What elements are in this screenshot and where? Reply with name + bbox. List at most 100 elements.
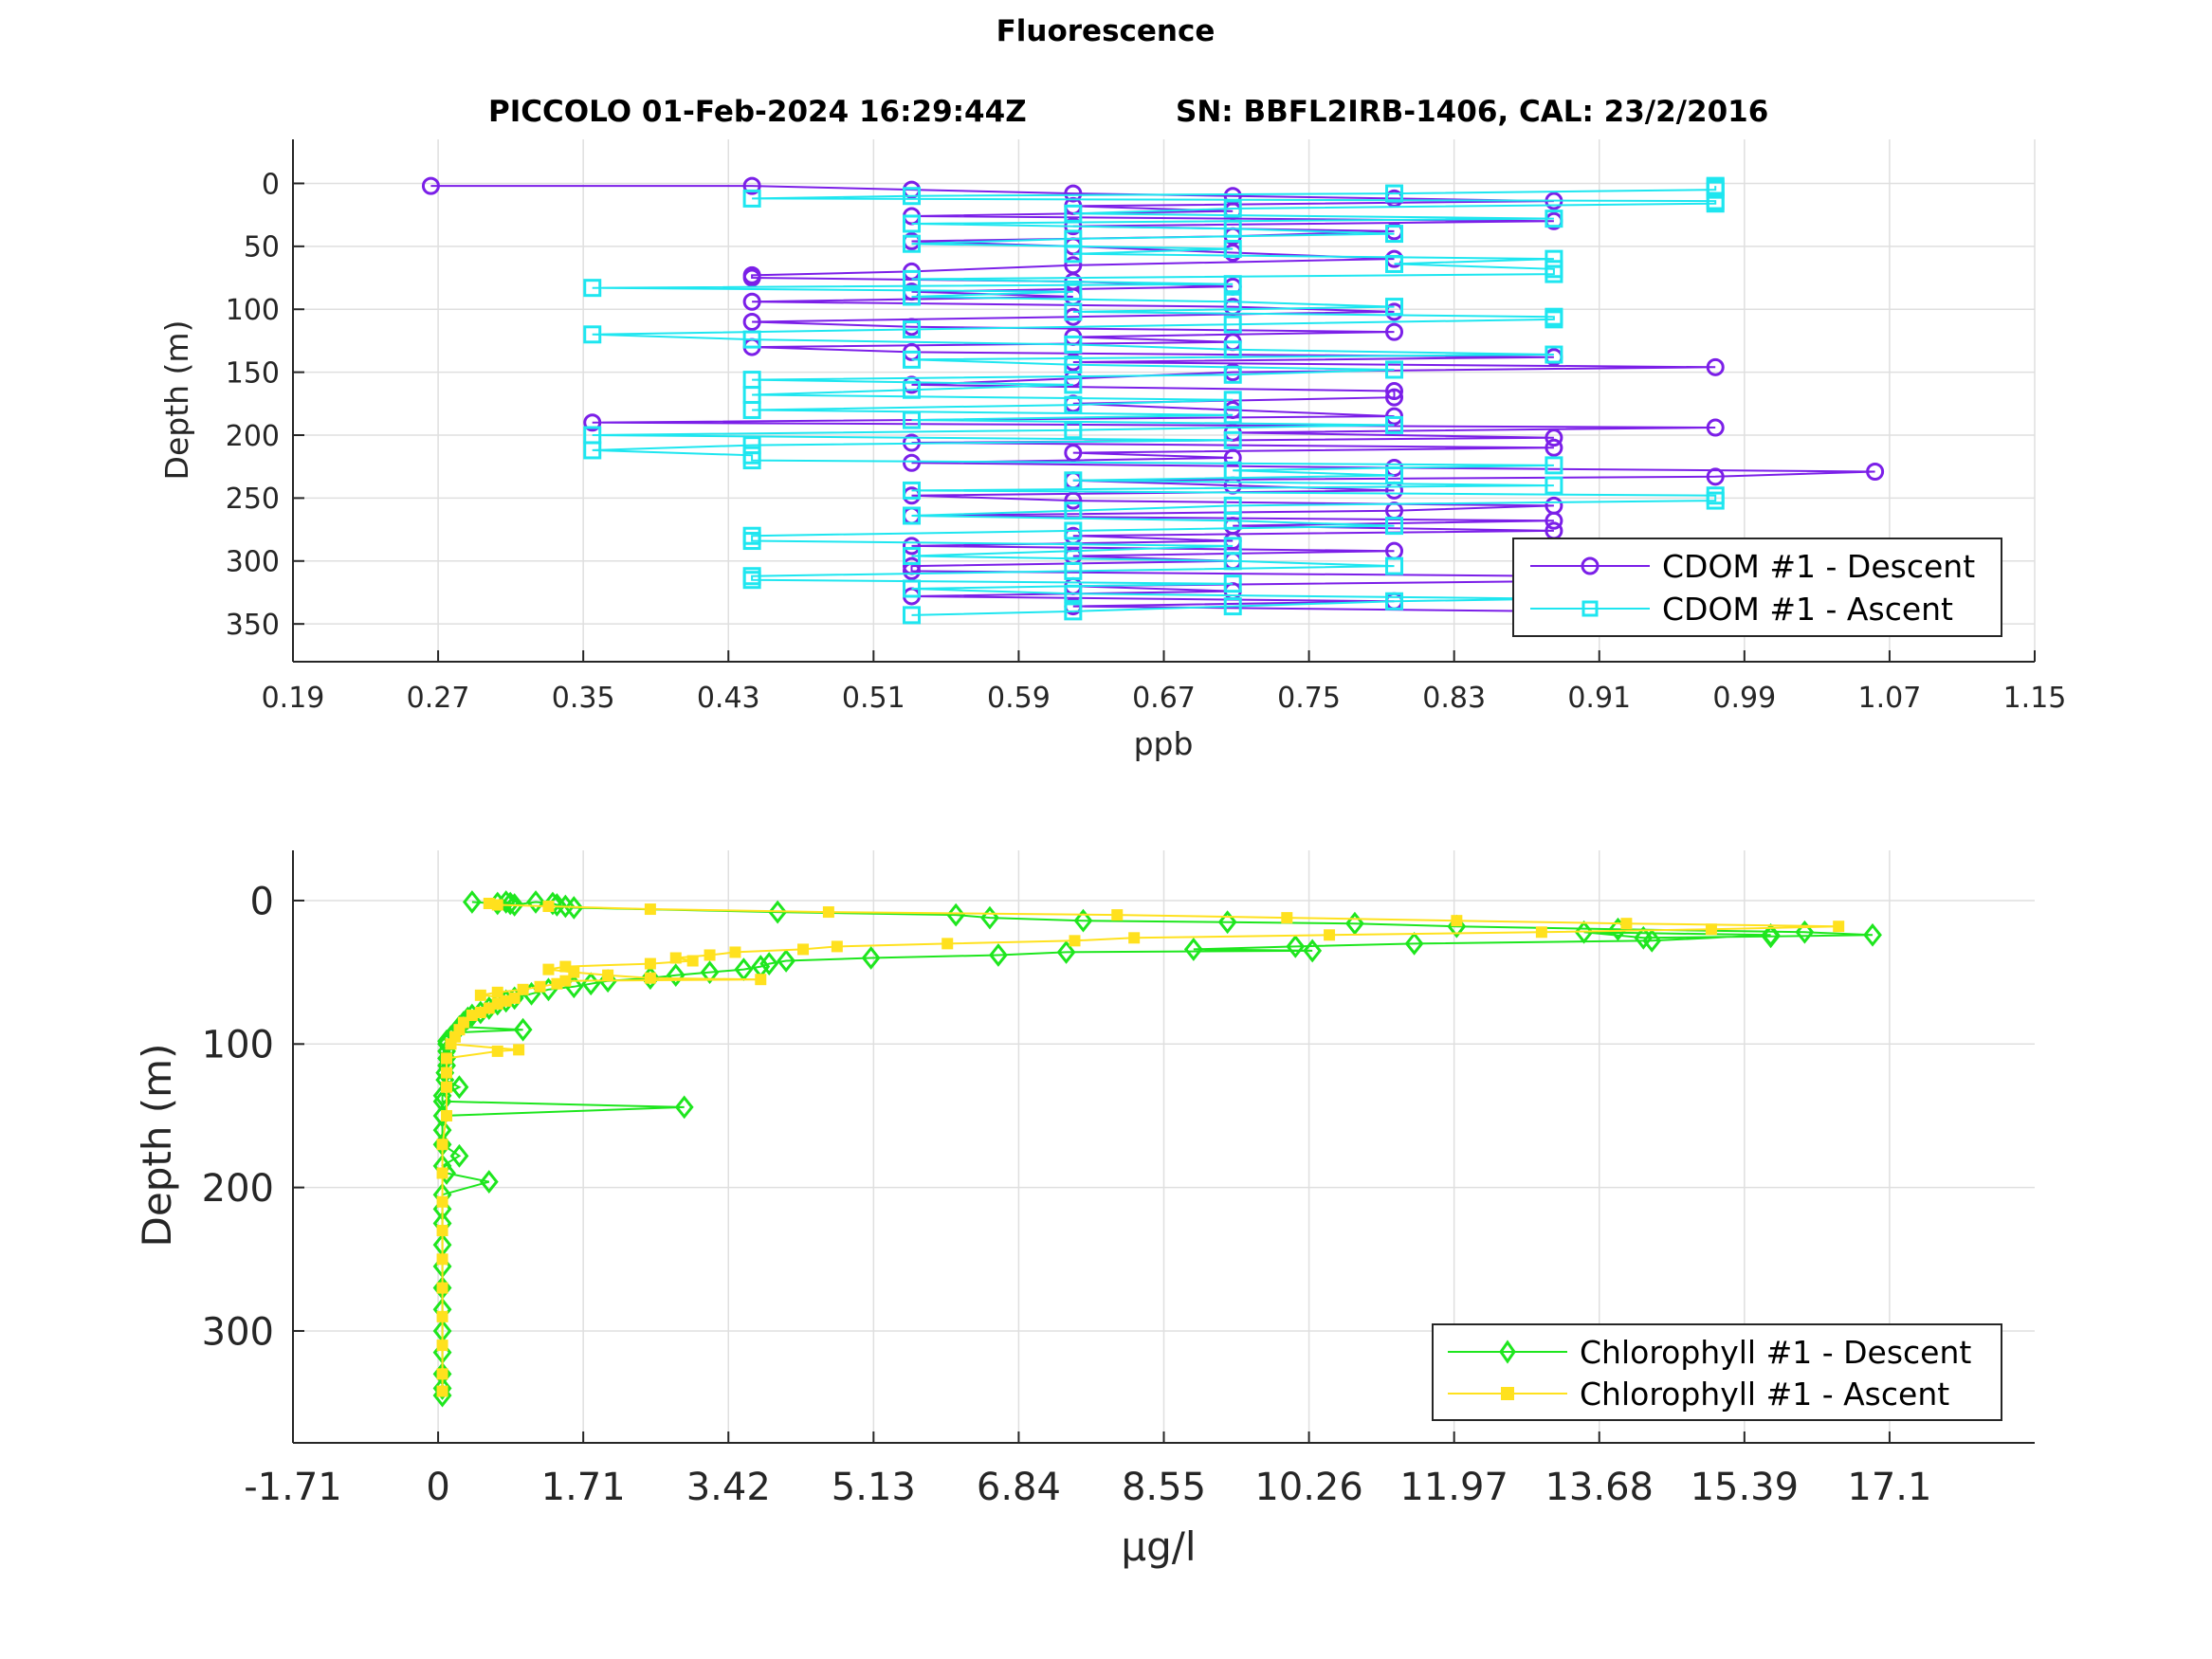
series-line: [592, 186, 1717, 616]
data-point: [1833, 921, 1845, 933]
data-point: [1064, 421, 1083, 440]
data-point: [1451, 915, 1463, 927]
data-point: [1069, 935, 1081, 947]
data-point: [436, 1310, 448, 1322]
data-point: [903, 287, 922, 306]
data-point: [1223, 461, 1242, 480]
data-point: [1385, 592, 1404, 611]
data-point: [903, 453, 922, 472]
chlorophyll-legend-descent-label: Chlorophyll #1 - Descent: [1580, 1334, 1971, 1371]
data-point: [903, 537, 922, 556]
data-point: [903, 481, 922, 500]
data-point: [1545, 456, 1563, 475]
data-point: [479, 1170, 499, 1194]
data-point: [1064, 584, 1083, 603]
data-point: [742, 313, 761, 332]
y-tick-label: 200: [226, 420, 280, 453]
data-point: [1064, 204, 1083, 223]
data-point: [1706, 357, 1725, 376]
data-point: [644, 972, 656, 984]
data-point: [755, 974, 767, 986]
chlorophyll-plot: -1.71 0 1.71 3.42 5.13 6.84 8.55 10.26 11.97 13.6…: [134, 850, 2035, 1570]
data-point: [1385, 556, 1404, 575]
x-tick-label: 3.42: [686, 1466, 771, 1509]
data-point: [1545, 210, 1563, 228]
data-point: [1545, 260, 1563, 279]
data-point: [1223, 537, 1242, 556]
data-point: [903, 214, 922, 233]
x-tick-label: 0.83: [1422, 682, 1486, 715]
data-point: [1545, 307, 1563, 326]
chlorophyll-legend-ascent-label: Chlorophyll #1 - Ascent: [1580, 1376, 1949, 1413]
data-point: [644, 903, 656, 916]
data-point: [1064, 471, 1083, 490]
data-point: [436, 1139, 448, 1151]
chlorophyll-x-tick-labels: -1.71 0 1.71 3.42 5.13 6.84 8.55 10.26 11.97 13.6…: [244, 1466, 1931, 1509]
data-point: [441, 1081, 453, 1093]
data-point: [1620, 918, 1633, 930]
data-point: [568, 966, 580, 978]
data-point: [777, 949, 796, 973]
data-point: [903, 546, 922, 565]
data-point: [1223, 448, 1242, 467]
data-point: [1056, 940, 1076, 964]
y-tick-label: 350: [226, 609, 280, 642]
data-point: [1345, 911, 1364, 936]
data-point: [903, 579, 922, 598]
data-point: [903, 410, 922, 429]
data-point: [1223, 315, 1242, 334]
data-point: [462, 890, 482, 914]
y-tick-label: 50: [244, 231, 280, 264]
data-point: [441, 1052, 453, 1065]
data-point: [436, 1253, 448, 1266]
data-point: [1064, 491, 1083, 510]
data-point: [1385, 254, 1404, 273]
data-point: [1223, 597, 1242, 616]
data-point: [1706, 176, 1725, 195]
data-point: [1545, 476, 1563, 495]
data-point: [742, 176, 761, 195]
data-point: [1223, 391, 1242, 410]
data-point: [436, 1368, 448, 1380]
data-point: [1223, 292, 1242, 311]
cdom-legend-ascent-marker: [1581, 600, 1599, 617]
data-point: [436, 1340, 448, 1352]
data-point: [436, 1167, 448, 1179]
data-point: [1073, 908, 1093, 933]
y-tick-label: 300: [226, 546, 280, 579]
cdom-ascent-series: [583, 176, 1725, 625]
data-point: [441, 1066, 453, 1079]
data-point: [1545, 511, 1563, 530]
data-point: [1385, 415, 1404, 434]
data-point: [1385, 360, 1404, 379]
data-point: [1535, 926, 1547, 939]
data-point: [941, 938, 954, 950]
y-tick-label: 250: [226, 483, 280, 516]
data-point: [449, 1143, 469, 1168]
data-point: [1064, 302, 1083, 321]
data-point: [1223, 430, 1242, 449]
data-point: [436, 1282, 448, 1294]
x-tick-label: 15.39: [1691, 1466, 1800, 1509]
x-tick-label: 1.07: [1858, 682, 1922, 715]
x-tick-label: 1.15: [2003, 682, 2067, 715]
data-point: [1064, 521, 1083, 540]
x-tick-label: 0: [426, 1466, 449, 1509]
chlorophyll-ascent-series: [436, 897, 1845, 1397]
data-point: [1223, 496, 1242, 515]
data-point: [903, 234, 922, 253]
data-point: [1064, 356, 1083, 374]
data-point: [1223, 574, 1242, 593]
x-tick-label: 0.43: [697, 682, 760, 715]
data-point: [1183, 938, 1203, 961]
data-point: [1223, 199, 1242, 218]
data-point: [742, 330, 761, 349]
data-point: [1064, 335, 1083, 354]
data-point: [1064, 229, 1083, 248]
y-tick-label: 100: [226, 294, 280, 327]
data-point: [704, 949, 716, 961]
y-tick-label: 300: [202, 1310, 274, 1354]
data-point: [742, 292, 761, 311]
data-point: [1385, 298, 1404, 317]
data-point: [1064, 283, 1083, 301]
